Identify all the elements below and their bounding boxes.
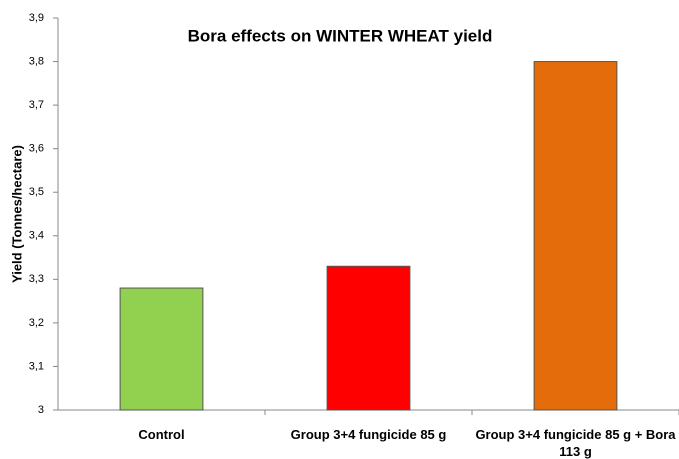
bar: [326, 265, 411, 411]
chart-title: Bora effects on WINTER WHEAT yield: [188, 26, 493, 45]
y-tick-label: 3,7: [29, 99, 44, 111]
bar: [533, 61, 618, 411]
x-tick-label: Group 3+4 fungicide 85 g: [290, 427, 447, 442]
y-axis-label: Yield (Tonnes/hectare): [9, 145, 24, 283]
x-tick-label: Group 3+4 fungicide 85 g + Bora 113 g: [475, 427, 676, 459]
y-tick-label: 3,1: [29, 360, 44, 372]
y-tick-label: 3,9: [29, 12, 44, 24]
y-tick-label: 3,4: [29, 230, 44, 242]
y-tick-label: 3,3: [29, 273, 44, 285]
y-tick-label: 3: [38, 404, 44, 416]
y-tick-label: 3,2: [29, 317, 44, 329]
y-tick-label: 3,6: [29, 143, 44, 155]
y-tick-label: 3,5: [29, 186, 44, 198]
bar: [119, 287, 204, 411]
y-tick-label: 3,8: [29, 55, 44, 67]
x-tick-label: Control: [138, 427, 185, 442]
